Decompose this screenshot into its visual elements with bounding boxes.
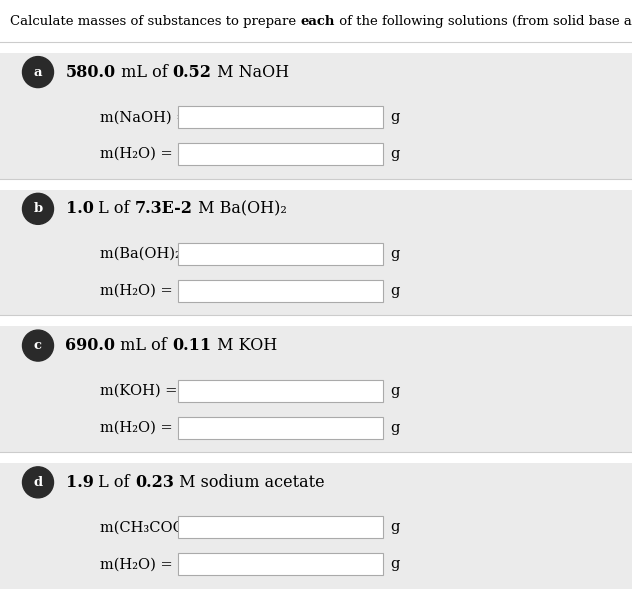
Text: d: d <box>33 476 42 489</box>
Bar <box>0 452 632 589</box>
Text: 1.9: 1.9 <box>66 474 94 491</box>
Bar <box>178 416 383 439</box>
Bar <box>178 380 383 402</box>
Text: g: g <box>390 110 399 124</box>
Text: g: g <box>390 247 399 261</box>
Bar <box>0 316 632 452</box>
Circle shape <box>23 57 54 88</box>
Text: c: c <box>34 339 42 352</box>
Text: m(H₂O) =: m(H₂O) = <box>100 557 173 571</box>
Bar <box>0 178 632 316</box>
Text: a: a <box>33 65 42 78</box>
Text: g: g <box>390 147 399 161</box>
Text: M NaOH: M NaOH <box>212 64 289 81</box>
Bar <box>0 0 632 42</box>
Bar <box>178 517 383 538</box>
Text: g: g <box>390 284 399 298</box>
Circle shape <box>23 467 54 498</box>
Text: M Ba(OH)₂: M Ba(OH)₂ <box>193 200 287 217</box>
Text: 580.0: 580.0 <box>66 64 116 81</box>
Text: g: g <box>390 383 399 398</box>
Text: 0.52: 0.52 <box>173 64 212 81</box>
Text: g: g <box>390 557 399 571</box>
Bar <box>178 143 383 165</box>
Text: g: g <box>390 521 399 534</box>
Text: each: each <box>300 15 335 28</box>
Text: m(H₂O) =: m(H₂O) = <box>100 147 173 161</box>
Bar <box>178 280 383 302</box>
Text: mL of: mL of <box>116 337 173 354</box>
Text: m(NaOH) =: m(NaOH) = <box>100 110 188 124</box>
Text: m(CH₃COONa) =: m(CH₃COONa) = <box>100 521 229 534</box>
Text: of the following solutions (from solid base and water).: of the following solutions (from solid b… <box>335 15 632 28</box>
Text: mL of: mL of <box>116 64 173 81</box>
Text: 7.3E-2: 7.3E-2 <box>135 200 193 217</box>
Text: Calculate masses of substances to prepare: Calculate masses of substances to prepar… <box>10 15 300 28</box>
Bar <box>178 106 383 128</box>
Bar <box>178 243 383 265</box>
Circle shape <box>23 193 54 224</box>
Text: L of: L of <box>94 200 135 217</box>
Text: g: g <box>390 421 399 435</box>
Bar <box>0 316 632 326</box>
Text: b: b <box>33 203 42 216</box>
Bar <box>0 42 632 178</box>
Circle shape <box>23 330 54 361</box>
Text: m(H₂O) =: m(H₂O) = <box>100 421 173 435</box>
Bar <box>0 42 632 53</box>
Text: M KOH: M KOH <box>212 337 277 354</box>
Bar <box>0 452 632 463</box>
Text: L of: L of <box>94 474 135 491</box>
Bar <box>178 554 383 575</box>
Text: 1.0: 1.0 <box>66 200 94 217</box>
Text: 690.0: 690.0 <box>66 337 116 354</box>
Text: M sodium acetate: M sodium acetate <box>174 474 324 491</box>
Bar <box>0 178 632 190</box>
Text: m(H₂O) =: m(H₂O) = <box>100 284 173 298</box>
Text: 0.11: 0.11 <box>173 337 212 354</box>
Text: 0.23: 0.23 <box>135 474 174 491</box>
Text: m(Ba(OH)₂) =: m(Ba(OH)₂) = <box>100 247 204 261</box>
Text: m(KOH) =: m(KOH) = <box>100 383 178 398</box>
